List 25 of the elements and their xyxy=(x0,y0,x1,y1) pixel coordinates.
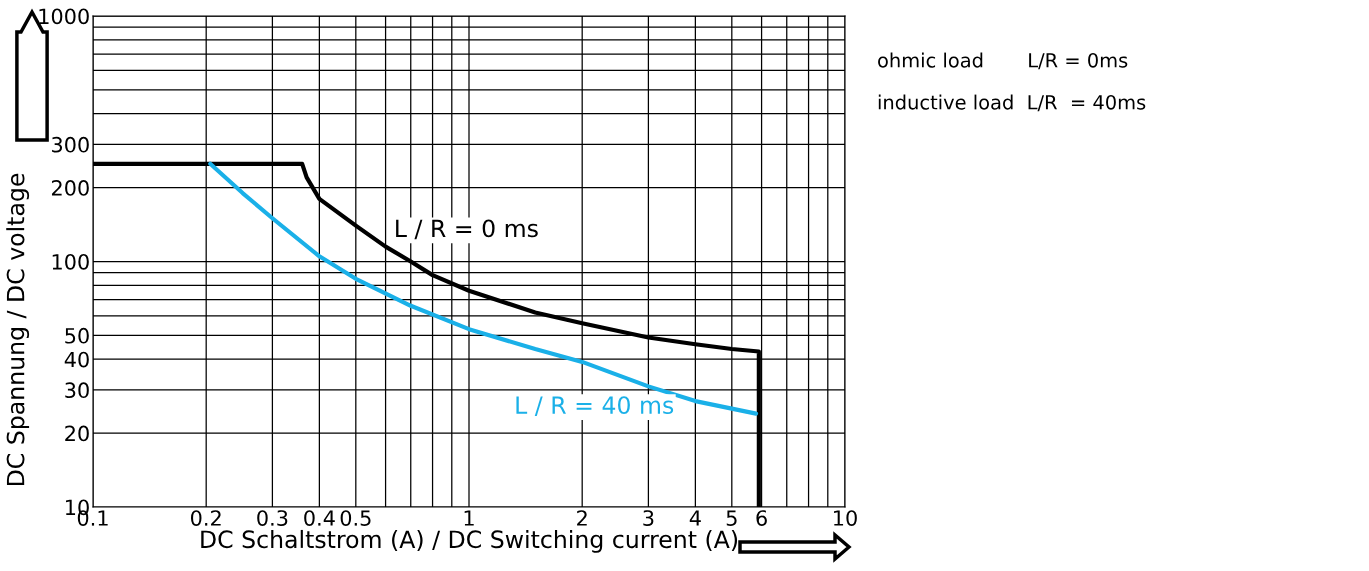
y-tick-label: 300 xyxy=(52,136,89,153)
y-tick-label: 20 xyxy=(65,425,89,442)
x-tick-label: 3 xyxy=(643,510,654,526)
y-tick-label: 30 xyxy=(65,382,89,399)
series-label: L / R = 40 ms xyxy=(516,396,674,416)
y-tick-label: 1000 xyxy=(39,8,89,25)
text: inductive load L/R = 40ms xyxy=(878,94,1146,112)
x-tick-label: 4 xyxy=(689,510,701,526)
y-axis-title: DC Spannung / DC voltage xyxy=(6,173,30,486)
x-tick-label: 1 xyxy=(464,510,474,526)
y-tick-label: 100 xyxy=(52,253,89,270)
text: ohmic load L/R = 0ms xyxy=(878,52,1128,70)
x-axis-title: DC Schaltstrom (A) / DC Switching current (A) xyxy=(201,529,738,553)
y-tick-label: 200 xyxy=(51,180,89,196)
x-tick-label: 0.5 xyxy=(340,510,371,526)
y-tick-label: 40 xyxy=(64,351,89,368)
x-tick-label: 2 xyxy=(577,510,587,526)
y-tick-label: 50 xyxy=(65,327,89,344)
x-tick-label: 6 xyxy=(756,510,767,526)
x-tick-label: 10 xyxy=(834,510,857,526)
x-tick-label: 0.3 xyxy=(257,510,288,526)
x-tick-label: 5 xyxy=(726,510,737,526)
x-tick-label: 0.4 xyxy=(304,510,335,526)
series-label: L / R = 0 ms xyxy=(396,219,538,240)
x-tick-label: 0.2 xyxy=(191,510,221,526)
